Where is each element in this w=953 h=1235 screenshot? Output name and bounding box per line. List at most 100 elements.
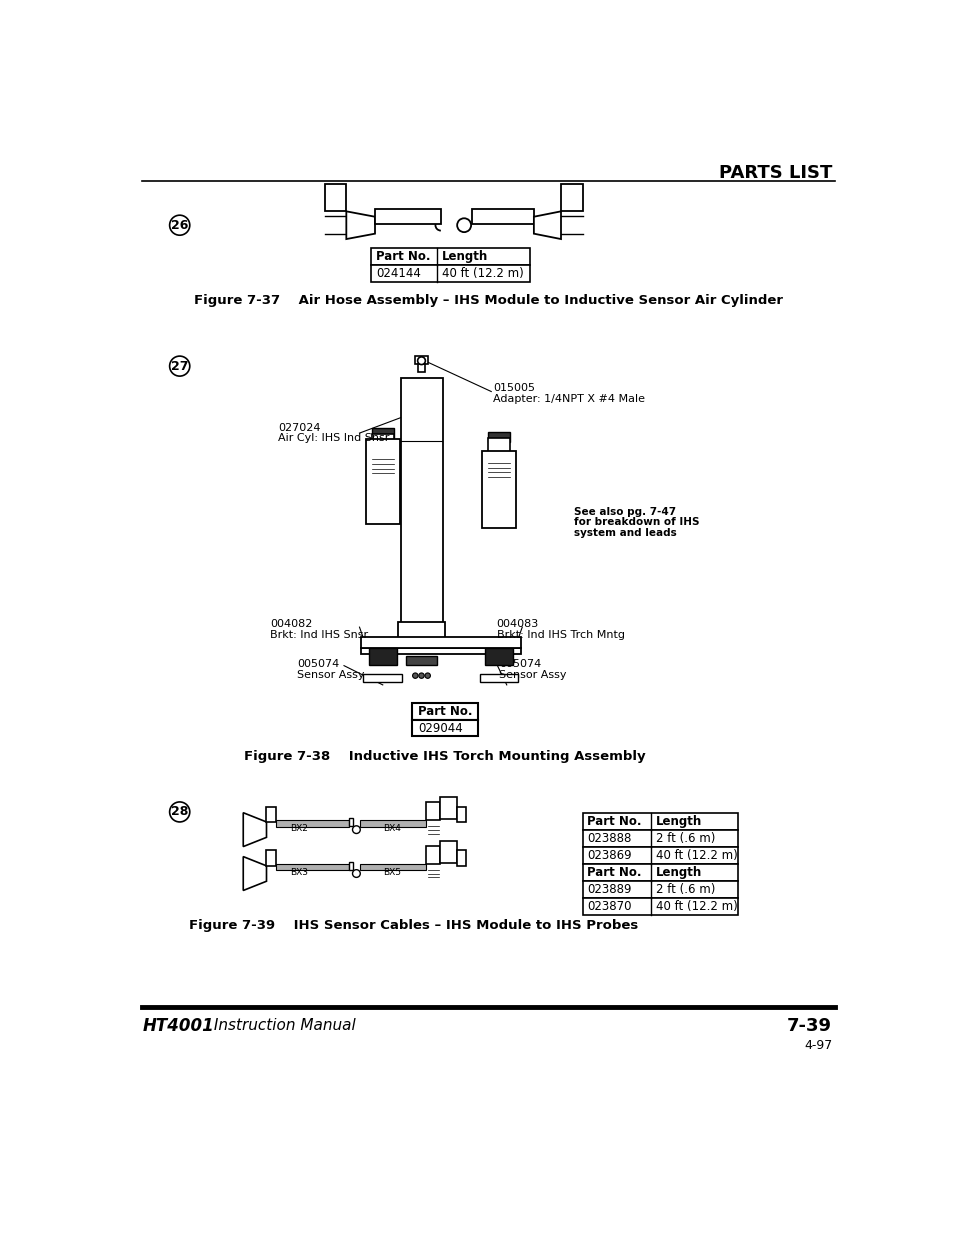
Text: 40 ft (12.2 m): 40 ft (12.2 m)	[441, 267, 523, 280]
Text: 2 ft (.6 m): 2 ft (.6 m)	[655, 883, 714, 897]
Text: HT4001: HT4001	[142, 1016, 214, 1035]
Bar	[371, 248, 530, 266]
Circle shape	[353, 826, 360, 834]
Bar	[360, 637, 520, 648]
Bar	[275, 820, 349, 826]
Text: 004083: 004083	[497, 619, 538, 629]
Bar	[372, 433, 394, 456]
Text: 015005: 015005	[493, 383, 535, 394]
Bar	[324, 184, 346, 211]
Bar	[375, 511, 390, 517]
Polygon shape	[243, 813, 266, 846]
Text: Sensor Assy: Sensor Assy	[297, 669, 365, 680]
Bar	[406, 656, 436, 664]
Text: Figure 7-38    Inductive IHS Torch Mounting Assembly: Figure 7-38 Inductive IHS Torch Mounting…	[244, 750, 645, 763]
Bar	[417, 364, 425, 372]
Bar	[360, 648, 520, 655]
Circle shape	[424, 673, 430, 678]
Bar	[349, 818, 353, 826]
Bar	[360, 864, 426, 871]
Text: 029044: 029044	[418, 721, 462, 735]
Text: system and leads: system and leads	[574, 529, 677, 538]
Circle shape	[456, 219, 471, 232]
Text: 28: 28	[171, 805, 188, 819]
Polygon shape	[346, 211, 375, 240]
Bar	[412, 703, 477, 720]
Text: BX2: BX2	[290, 825, 308, 834]
Text: BX5: BX5	[383, 868, 400, 877]
Text: Length: Length	[655, 815, 701, 827]
Text: Air Cyl: IHS Ind Snsr: Air Cyl: IHS Ind Snsr	[278, 433, 389, 443]
Bar	[495, 454, 502, 489]
Text: Instruction Manual: Instruction Manual	[209, 1019, 355, 1034]
Text: for breakdown of IHS: for breakdown of IHS	[574, 517, 699, 527]
Text: 023870: 023870	[587, 900, 631, 913]
Bar	[582, 898, 737, 915]
Bar	[349, 862, 353, 869]
Text: 27: 27	[171, 359, 189, 373]
Bar	[560, 184, 582, 211]
Text: Figure 7-37    Air Hose Assembly – IHS Module to Inductive Sensor Air Cylinder: Figure 7-37 Air Hose Assembly – IHS Modu…	[194, 294, 782, 308]
Text: 005074: 005074	[297, 659, 339, 669]
Polygon shape	[534, 211, 560, 240]
Bar	[369, 648, 396, 664]
Bar	[582, 813, 737, 830]
Bar	[363, 674, 402, 682]
Circle shape	[412, 673, 417, 678]
Text: BX4: BX4	[383, 825, 400, 834]
Bar	[360, 820, 426, 826]
Text: 40 ft (12.2 m): 40 ft (12.2 m)	[655, 900, 737, 913]
Bar	[426, 802, 439, 820]
Bar	[397, 621, 444, 645]
Text: Figure 7-39    IHS Sensor Cables – IHS Module to IHS Probes: Figure 7-39 IHS Sensor Cables – IHS Modu…	[189, 919, 638, 932]
Text: Sensor Assy: Sensor Assy	[498, 669, 566, 680]
Text: Brkt: Ind IHS Snsr: Brkt: Ind IHS Snsr	[270, 630, 368, 640]
Bar	[582, 864, 737, 882]
Bar	[426, 846, 439, 864]
Bar	[582, 846, 737, 863]
Bar	[400, 378, 443, 626]
Circle shape	[418, 673, 424, 678]
Text: Part No.: Part No.	[418, 705, 473, 718]
Bar	[266, 851, 275, 866]
Text: 024144: 024144	[375, 267, 420, 280]
Text: 40 ft (12.2 m): 40 ft (12.2 m)	[655, 848, 737, 862]
Bar	[371, 266, 530, 282]
Bar	[378, 450, 386, 484]
Bar	[472, 209, 534, 225]
Polygon shape	[243, 857, 266, 890]
Text: 7-39: 7-39	[786, 1016, 831, 1035]
Text: PARTS LIST: PARTS LIST	[719, 164, 831, 182]
Text: Part No.: Part No.	[375, 251, 430, 263]
Circle shape	[417, 357, 425, 364]
Bar	[365, 440, 399, 524]
Bar	[439, 841, 456, 863]
Text: Adapter: 1/4NPT X #4 Male: Adapter: 1/4NPT X #4 Male	[493, 394, 644, 404]
Bar	[481, 451, 516, 527]
Text: 2 ft (.6 m): 2 ft (.6 m)	[655, 831, 714, 845]
Text: Part No.: Part No.	[587, 866, 641, 879]
Bar	[456, 851, 466, 866]
Text: BX3: BX3	[290, 868, 308, 877]
Text: 023869: 023869	[587, 848, 631, 862]
Bar	[488, 431, 509, 442]
Bar	[484, 648, 513, 664]
Bar	[582, 830, 737, 846]
Bar	[375, 209, 440, 225]
Bar	[582, 882, 737, 898]
Text: Part No.: Part No.	[587, 815, 641, 827]
Bar	[266, 806, 275, 823]
Text: 023889: 023889	[587, 883, 631, 897]
Bar	[372, 427, 394, 438]
Bar	[491, 515, 506, 521]
Text: 027024: 027024	[278, 422, 320, 432]
Bar	[415, 356, 427, 364]
Bar	[488, 437, 509, 459]
Text: 4-97: 4-97	[803, 1039, 831, 1052]
Text: Length: Length	[655, 866, 701, 879]
Text: Brkt: Ind IHS Trch Mntg: Brkt: Ind IHS Trch Mntg	[497, 630, 624, 640]
Bar	[456, 806, 466, 823]
Text: See also pg. 7-47: See also pg. 7-47	[574, 506, 676, 516]
Text: 023888: 023888	[587, 831, 631, 845]
Text: Length: Length	[441, 251, 487, 263]
